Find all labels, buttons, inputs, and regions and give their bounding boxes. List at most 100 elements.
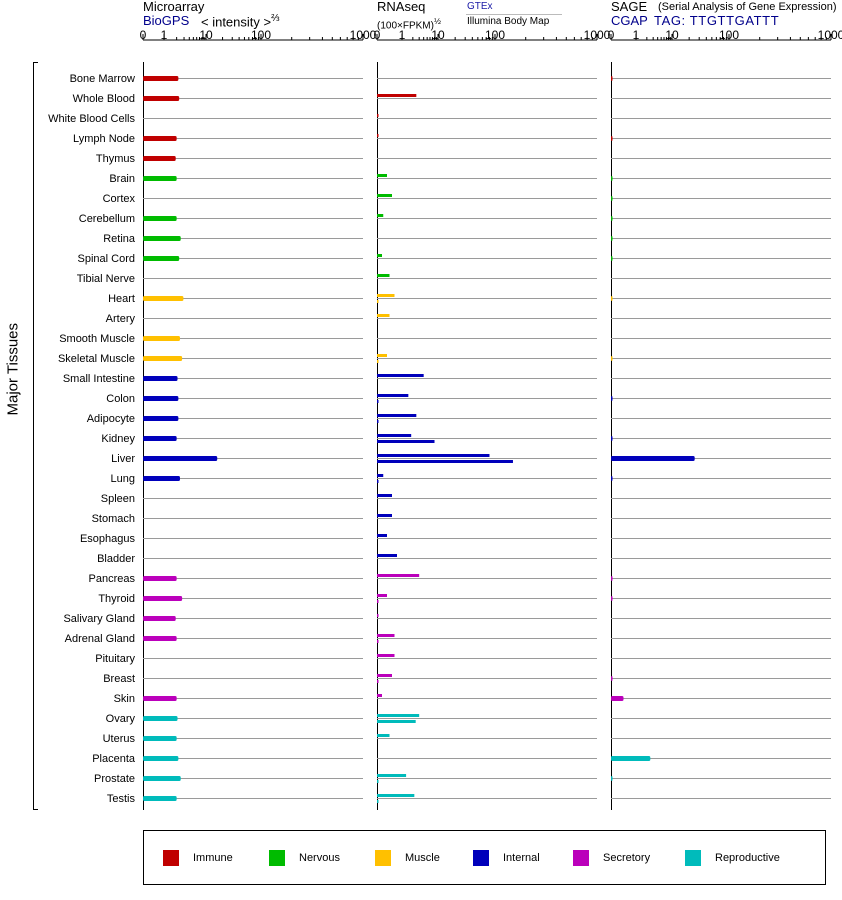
microarray-scale: < intensity >⅔ xyxy=(201,13,279,29)
rnaseq-ibm-bar xyxy=(377,680,379,683)
sage-bar xyxy=(611,216,613,221)
tissue-label: Lung xyxy=(111,473,135,485)
sage-bar xyxy=(611,196,613,201)
sage-tick-label: 10 xyxy=(665,28,679,42)
tissue-label: Cortex xyxy=(103,193,136,205)
header-divider xyxy=(466,14,562,15)
microarray-title: Microarray xyxy=(143,0,205,14)
sage-title: SAGE xyxy=(611,0,648,14)
microarray-bar xyxy=(143,356,183,361)
sage-bar xyxy=(611,476,613,481)
sage-bar xyxy=(611,396,613,401)
microarray-bar xyxy=(143,216,177,221)
microarray-bar xyxy=(143,136,177,141)
sage-subtitle: (Serial Analysis of Gene Expression) xyxy=(658,1,837,13)
gtex-link[interactable]: GTEx xyxy=(467,1,493,12)
tissue-label: Breast xyxy=(103,673,135,685)
tissue-label: Brain xyxy=(109,173,135,185)
sage-bar xyxy=(611,356,613,361)
legend-item-immune: Immune xyxy=(163,850,233,866)
sage-bar xyxy=(611,776,613,781)
microarray-tick-label: 1000 xyxy=(350,28,377,42)
rnaseq-gtex-bar xyxy=(377,314,390,317)
sage-tick-label: 1 xyxy=(633,28,640,42)
tissue-label: Spleen xyxy=(101,493,135,505)
sage-bar xyxy=(611,456,695,461)
microarray-bar xyxy=(143,756,179,761)
legend-swatch-reproductive xyxy=(685,850,701,866)
rnaseq-gtex-bar xyxy=(377,194,392,197)
rnaseq-gtex-bar xyxy=(377,114,379,117)
tissue-label: Small Intestine xyxy=(63,373,135,385)
rnaseq-ibm-bar xyxy=(377,300,379,303)
sage-bar xyxy=(611,436,613,441)
rnaseq-ibm-bar xyxy=(377,800,379,803)
rnaseq-gtex-bar xyxy=(377,514,392,517)
microarray-bar xyxy=(143,696,177,701)
tissue-label: Colon xyxy=(106,393,135,405)
legend-label-muscle: Muscle xyxy=(405,852,440,864)
illumina-body-map-link[interactable]: Illumina Body Map xyxy=(467,16,550,27)
microarray-scale-exp: ⅔ xyxy=(271,13,280,24)
legend-swatch-nervous xyxy=(269,850,285,866)
legend-label-nervous: Nervous xyxy=(299,852,340,864)
rnaseq-ibm-bar xyxy=(377,640,379,643)
microarray-bar xyxy=(143,436,177,441)
microarray-bar xyxy=(143,736,177,741)
sage-bar xyxy=(611,136,613,141)
rnaseq-ibm-bar xyxy=(377,400,379,403)
tissue-label: Stomach xyxy=(92,513,135,525)
rnaseq-gtex-bar xyxy=(377,634,395,637)
microarray-bar xyxy=(143,336,180,341)
sage-tag: TAG: TTGTTGATTT xyxy=(654,13,780,28)
legend-swatch-internal xyxy=(473,850,489,866)
microarray-scale-label: < intensity > xyxy=(201,14,272,30)
sage-bar xyxy=(611,576,613,581)
microarray-bar xyxy=(143,716,178,721)
tissue-label: Spinal Cord xyxy=(78,253,135,265)
microarray-bar xyxy=(143,256,180,261)
microarray-bar xyxy=(143,616,176,621)
rnaseq-ibm-bar xyxy=(377,420,379,423)
microarray-bar xyxy=(143,596,183,601)
microarray-bar xyxy=(143,456,218,461)
rnaseq-gtex-bar xyxy=(377,794,415,797)
rnaseq-gtex-bar xyxy=(377,774,407,777)
rnaseq-tick-label: 1000 xyxy=(584,28,611,42)
tissue-label: Liver xyxy=(111,453,135,465)
rnaseq-gtex-bar xyxy=(377,714,420,717)
tissue-label: Bone Marrow xyxy=(70,73,135,85)
rnaseq-ibm-bar xyxy=(377,780,379,783)
rnaseq-gtex-bar xyxy=(377,614,379,617)
microarray-bar xyxy=(143,376,178,381)
rnaseq-tick-label: 0 xyxy=(374,28,381,42)
microarray-tick-label: 10 xyxy=(199,28,213,42)
tissue-label: Retina xyxy=(103,233,136,245)
sage-tick-label: 0 xyxy=(608,28,615,42)
rnaseq-ibm-bar xyxy=(377,480,379,483)
tissue-label: Prostate xyxy=(94,773,135,785)
tissue-label: Bladder xyxy=(97,553,135,565)
legend-swatch-muscle xyxy=(375,850,391,866)
tissue-label: Ovary xyxy=(106,713,136,725)
microarray-bar xyxy=(143,396,179,401)
microarray-bar xyxy=(143,776,181,781)
tissue-label: Artery xyxy=(106,313,136,325)
tissue-label: Salivary Gland xyxy=(63,613,135,625)
rnaseq-tick-label: 1 xyxy=(399,28,406,42)
rnaseq-gtex-bar xyxy=(377,494,392,497)
y-axis-title: Major Tissues xyxy=(4,322,22,416)
sage-tick-label: 100 xyxy=(719,28,739,42)
tissue-label: Cerebellum xyxy=(79,213,135,225)
rnaseq-unit: (100×FPKM)½ xyxy=(377,16,441,31)
legend-item-secretory: Secretory xyxy=(573,850,650,866)
sage-bar xyxy=(611,676,613,681)
microarray-bar xyxy=(143,636,177,641)
legend-swatch-secretory xyxy=(573,850,589,866)
tissue-label: White Blood Cells xyxy=(48,113,135,125)
rnaseq-tick-label: 100 xyxy=(485,28,505,42)
microarray-bar xyxy=(143,416,179,421)
tissue-label: Thymus xyxy=(96,153,136,165)
tissue-label: Adrenal Gland xyxy=(65,633,135,645)
